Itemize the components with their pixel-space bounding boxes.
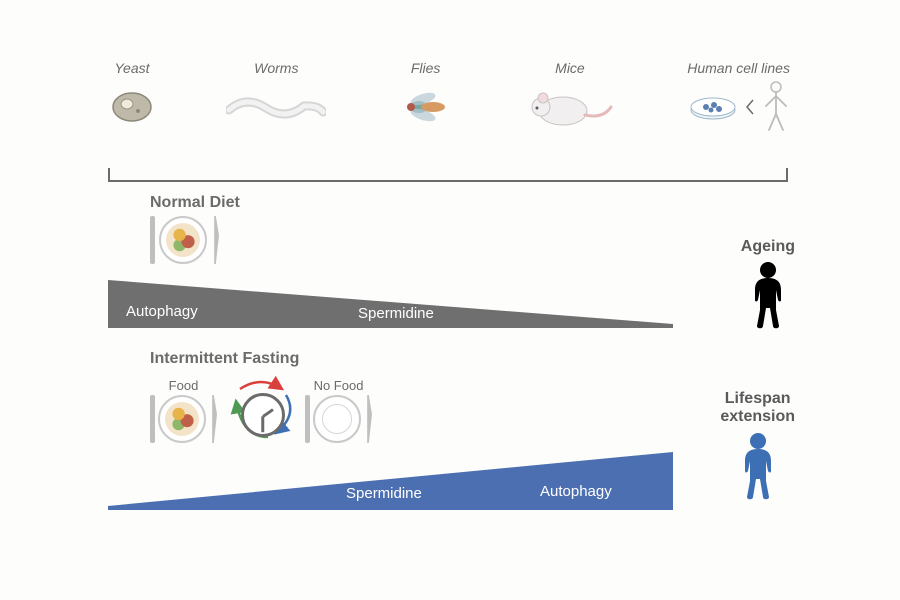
knife-icon <box>211 216 219 264</box>
organism-worms: Worms <box>226 60 326 130</box>
food-icon <box>165 402 199 436</box>
organism-label: Worms <box>254 60 298 76</box>
organism-label: Mice <box>555 60 585 76</box>
human-icon-ageing <box>743 260 793 330</box>
organism-row: Yeast Worms Flies <box>110 60 790 130</box>
nofood-label: No Food <box>314 378 364 393</box>
clock-icon <box>241 393 285 437</box>
mouse-icon <box>525 84 615 130</box>
wedge-label-autophagy: Autophagy <box>540 483 612 500</box>
normal-diet-wedge: Autophagy Spermidine <box>108 280 673 328</box>
food-label: Food <box>169 378 199 393</box>
plate-icon <box>158 395 206 443</box>
fork-icon <box>150 216 155 264</box>
organism-label: Yeast <box>114 60 149 76</box>
ageing-outcome: Ageing <box>741 238 795 335</box>
fork-icon <box>305 395 310 443</box>
fasting-wedge: Spermidine Autophagy <box>108 452 673 510</box>
if-food-plate: Food <box>150 378 217 443</box>
wedge-label-spermidine: Spermidine <box>358 305 434 322</box>
wedge-label-autophagy: Autophagy <box>126 303 198 320</box>
organism-human-cells: Human cell lines <box>687 60 790 130</box>
fork-icon <box>150 395 155 443</box>
knife-icon <box>209 395 217 443</box>
organism-mice: Mice <box>525 60 615 130</box>
organism-bracket <box>108 168 788 182</box>
human-cell-icon <box>688 84 790 130</box>
worm-icon <box>226 84 326 130</box>
food-icon <box>166 223 200 257</box>
plate-icon <box>159 216 207 264</box>
organism-label: Human cell lines <box>687 60 790 76</box>
if-icon-row: Food No Food <box>150 378 372 443</box>
organism-flies: Flies <box>399 60 453 130</box>
yeast-icon <box>110 84 154 130</box>
knife-icon <box>364 395 372 443</box>
wedge-label-spermidine: Spermidine <box>346 485 422 502</box>
ageing-label: Ageing <box>741 238 795 256</box>
if-title: Intermittent Fasting <box>150 350 299 368</box>
if-nofood-plate: No Food <box>305 378 372 443</box>
cycle-arrows <box>233 381 289 441</box>
normal-diet-plate <box>150 216 219 264</box>
human-icon-lifespan <box>733 431 783 501</box>
organism-label: Flies <box>411 60 441 76</box>
normal-diet-title: Normal Diet <box>150 194 240 212</box>
organism-yeast: Yeast <box>110 60 154 130</box>
fly-icon <box>399 84 453 130</box>
lifespan-label: Lifespan extension <box>720 390 795 427</box>
empty-plate-icon <box>313 395 361 443</box>
lifespan-outcome: Lifespan extension <box>720 390 795 506</box>
